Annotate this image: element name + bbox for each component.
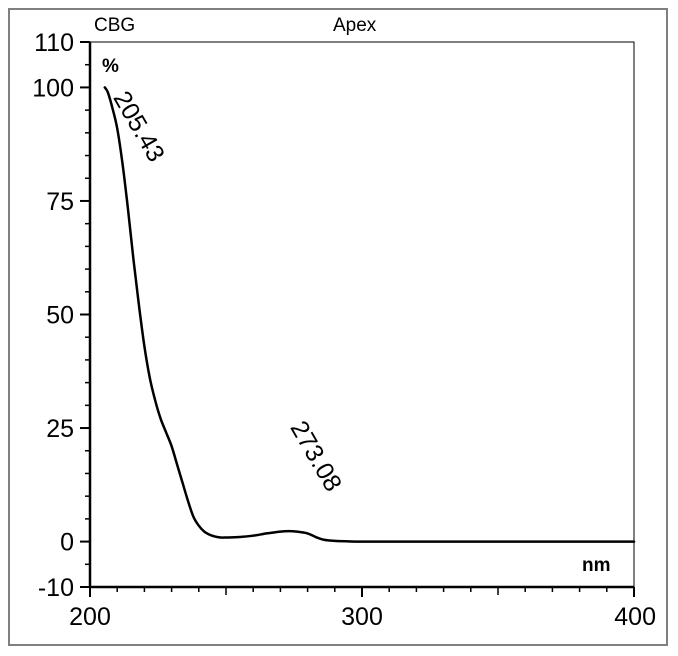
y-tick-label: 50 [46, 302, 74, 330]
x-tick-label: 300 [341, 603, 383, 631]
plot-area [89, 41, 635, 588]
header-left-label: CBG [94, 15, 135, 36]
x-unit-label: nm [582, 555, 611, 576]
header-center-label: Apex [333, 15, 377, 36]
y-tick-label: -10 [38, 574, 74, 602]
peak-label: 273.08 [285, 416, 347, 496]
spectrum-series-line [103, 86, 636, 543]
y-tick-label: 25 [46, 415, 74, 443]
chart-frame [8, 8, 668, 646]
series-layer [103, 86, 636, 543]
x-axis-ticks: 200 300 400 [69, 587, 656, 631]
y-tick-label: 75 [46, 188, 74, 216]
y-axis-ticks: 110 100 75 50 25 0 -10 [32, 29, 90, 602]
x-tick-label: 400 [614, 603, 656, 631]
y-tick-label: 110 [34, 29, 74, 57]
y-unit-label: % [102, 56, 119, 77]
y-tick-label: 100 [32, 74, 74, 102]
y-tick-label: 0 [60, 529, 74, 557]
x-tick-label: 200 [69, 603, 111, 631]
